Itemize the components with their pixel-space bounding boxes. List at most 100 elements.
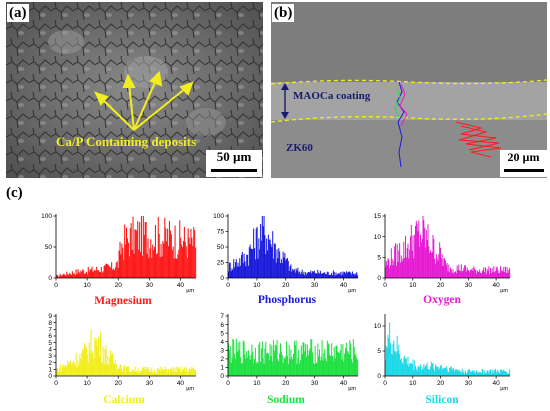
x-tick-label: 0 — [54, 282, 58, 289]
bar-mark — [240, 265, 242, 278]
bar-mark — [451, 272, 453, 278]
bar-mark — [109, 266, 111, 278]
bar-mark — [403, 357, 405, 376]
bar-mark — [426, 362, 428, 376]
bar-mark — [67, 360, 69, 376]
bar-mark — [108, 364, 110, 376]
bar-mark — [241, 255, 243, 278]
bar-mark — [345, 273, 347, 278]
bar-mark — [461, 271, 463, 278]
bar-mark — [405, 359, 406, 376]
x-tick-label: 0 — [226, 282, 230, 289]
bar-mark — [311, 273, 313, 278]
x-tick-label: 30 — [146, 380, 154, 387]
x-tick-label: 40 — [492, 282, 500, 289]
bar-mark — [306, 344, 308, 376]
bar-mark — [150, 239, 152, 278]
bar-mark — [301, 269, 303, 278]
bar-mark — [433, 368, 435, 376]
bar-mark — [103, 266, 105, 278]
bar-mark — [314, 345, 316, 376]
bar-mark — [280, 343, 282, 376]
bar-mark — [236, 351, 238, 376]
x-tick-label: 30 — [311, 380, 319, 387]
bar-mark — [233, 339, 235, 376]
bar-mark — [277, 258, 279, 278]
bar-mark — [301, 354, 303, 376]
bar-mark — [398, 250, 400, 278]
bar-mark — [386, 348, 388, 376]
bar-mark — [338, 352, 340, 376]
bar-mark — [502, 370, 504, 376]
bar-mark — [138, 249, 140, 278]
bar-mark — [190, 369, 192, 376]
bar-mark — [256, 226, 258, 278]
bar-mark — [242, 340, 244, 376]
bar-mark — [500, 271, 502, 278]
bar-mark — [481, 368, 483, 376]
bar-mark — [235, 259, 237, 278]
bar-mark — [254, 248, 256, 278]
y-tick-label: 100 — [41, 213, 52, 220]
bar-mark — [330, 274, 332, 278]
bar-mark — [83, 349, 85, 376]
bar-mark — [443, 258, 445, 278]
bar-mark — [333, 272, 335, 278]
bar-mark — [496, 370, 498, 376]
bar-mark — [149, 368, 151, 376]
bar-mark — [305, 343, 307, 376]
bar-mark — [254, 259, 256, 278]
bar-mark — [440, 247, 441, 278]
bar-mark — [471, 268, 473, 278]
bar-mark — [488, 266, 490, 278]
bar-mark — [180, 366, 182, 376]
bar-mark — [129, 371, 131, 376]
bar-mark — [472, 270, 474, 278]
x-unit-label: µm — [186, 288, 194, 294]
bar-mark — [184, 241, 186, 278]
bar-mark — [319, 360, 321, 376]
bar-mark — [312, 362, 314, 376]
bar-mark — [118, 368, 120, 376]
bar-mark — [286, 258, 288, 278]
bar-mark — [354, 275, 356, 278]
bar-mark — [332, 360, 334, 376]
bar-mark — [271, 247, 273, 278]
bar-mark — [98, 270, 100, 278]
bar-mark — [455, 369, 457, 376]
bar-mark — [498, 372, 500, 376]
bar-mark — [283, 257, 285, 278]
bar-mark — [183, 226, 185, 278]
bar-mark — [349, 340, 351, 376]
bar-mark — [333, 347, 335, 376]
bar-mark — [447, 371, 449, 376]
bar-mark — [230, 271, 232, 278]
bar-mark — [245, 358, 247, 376]
bar-mark — [285, 260, 287, 278]
bar-mark — [171, 250, 173, 278]
bar-mark — [64, 275, 66, 278]
bar-mark — [433, 239, 435, 278]
bar-mark — [407, 243, 409, 278]
bar-mark — [453, 273, 455, 278]
bar-mark — [434, 371, 436, 376]
bar-mark — [412, 359, 414, 376]
bar-mark — [275, 262, 277, 278]
bar-mark — [112, 268, 115, 278]
bar-mark — [272, 231, 274, 278]
bar-mark — [395, 243, 396, 278]
bar-mark — [300, 345, 302, 376]
bar-mark — [74, 274, 76, 278]
bar-mark — [120, 254, 122, 278]
bar-mark — [62, 364, 64, 376]
x-unit-label: µm — [348, 386, 356, 392]
bar-mark — [303, 271, 305, 278]
bar-mark — [146, 367, 148, 376]
bar-mark — [99, 331, 101, 376]
x-tick-label: 0 — [383, 380, 387, 387]
panel-letter-a: (a) — [7, 4, 29, 22]
bar-mark — [251, 248, 253, 278]
bar-mark — [173, 258, 175, 278]
bar-mark — [271, 345, 273, 376]
